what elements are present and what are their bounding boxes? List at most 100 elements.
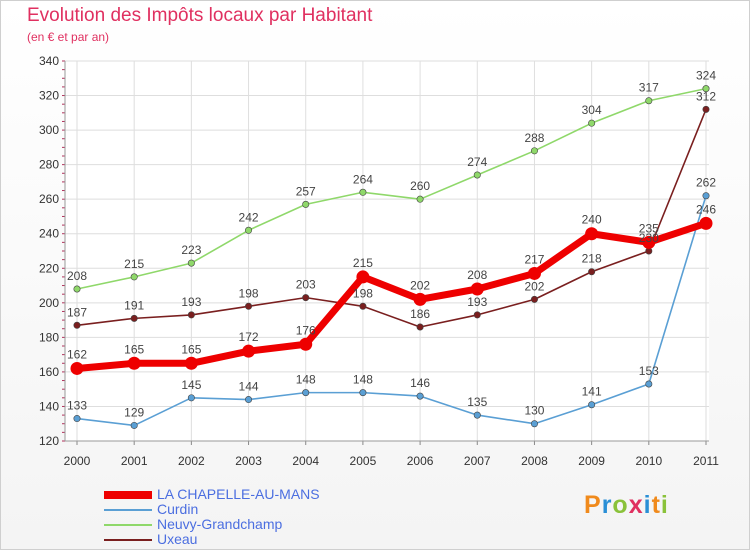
data-point (302, 294, 310, 302)
data-point (416, 323, 424, 331)
data-point (530, 147, 538, 155)
data-label: 146 (410, 376, 430, 390)
data-point (187, 394, 195, 402)
series-neuvy-grandchamp (73, 85, 710, 293)
data-label: 176 (296, 323, 316, 337)
data-label: 240 (582, 213, 602, 227)
data-label: 312 (696, 89, 716, 103)
y-tick-label: 280 (39, 158, 59, 172)
x-tick-label: 2008 (521, 454, 548, 468)
data-label: 260 (410, 179, 430, 193)
data-label: 203 (296, 278, 316, 292)
data-point (359, 188, 367, 196)
data-point (699, 216, 713, 230)
plot-area (65, 61, 709, 441)
data-point (184, 356, 198, 370)
data-label: 133 (67, 399, 87, 413)
data-point (645, 380, 653, 388)
data-label: 193 (181, 295, 201, 309)
data-point (527, 266, 541, 280)
series-line (76, 108, 707, 328)
x-tick-label: 2004 (292, 454, 319, 468)
data-label: 262 (696, 176, 716, 190)
y-tick-label: 200 (39, 296, 59, 310)
data-label: 186 (410, 307, 430, 321)
data-label: 193 (467, 295, 487, 309)
series-curdin (73, 192, 710, 429)
data-label: 274 (467, 155, 487, 169)
data-label: 215 (124, 257, 144, 271)
chart-subtitle: (en € et par an) (27, 30, 110, 44)
x-tick-label: 2006 (407, 454, 434, 468)
data-label: 246 (696, 202, 716, 216)
data-label: 165 (181, 342, 201, 356)
data-label: 208 (467, 268, 487, 282)
data-label: 304 (582, 103, 602, 117)
data-point (73, 285, 81, 293)
y-tick-label: 160 (39, 365, 59, 379)
data-label: 198 (353, 286, 373, 300)
data-label: 235 (639, 221, 659, 235)
x-tick-label: 2010 (635, 454, 662, 468)
data-label: 324 (696, 69, 716, 83)
data-label: 208 (67, 269, 87, 283)
legend-label: Neuvy-Grandchamp (157, 516, 283, 532)
data-point (245, 226, 253, 234)
data-point (645, 97, 653, 105)
data-label: 202 (410, 278, 430, 292)
data-label: 130 (524, 404, 544, 418)
data-label: 135 (467, 395, 487, 409)
legend-swatch (104, 509, 152, 511)
data-point (187, 259, 195, 267)
data-point (356, 270, 370, 284)
data-label: 217 (524, 252, 544, 266)
data-label: 141 (582, 385, 602, 399)
data-point (73, 415, 81, 423)
legend-label: LA CHAPELLE-AU-MANS (157, 486, 320, 502)
data-label: 218 (582, 252, 602, 266)
y-tick-label: 300 (39, 123, 59, 137)
y-tick-label: 260 (39, 192, 59, 206)
data-label: 215 (353, 256, 373, 270)
legend-swatch (104, 524, 152, 526)
data-label: 223 (181, 243, 201, 257)
data-label: 230 (639, 231, 659, 245)
data-point (187, 311, 195, 319)
x-tick-label: 2001 (121, 454, 148, 468)
data-point (359, 389, 367, 397)
data-point (470, 282, 484, 296)
x-tick-label: 2003 (235, 454, 262, 468)
y-tick-label: 220 (39, 261, 59, 275)
data-point (416, 392, 424, 400)
data-point (588, 401, 596, 409)
data-point (413, 292, 427, 306)
legend-label: Uxeau (157, 531, 198, 547)
data-point (245, 302, 253, 310)
data-label: 242 (239, 210, 259, 224)
x-tick-label: 2009 (578, 454, 605, 468)
x-tick-label: 2000 (64, 454, 91, 468)
data-point (127, 356, 141, 370)
data-point (702, 85, 710, 93)
data-point (130, 421, 138, 429)
data-label: 288 (524, 131, 544, 145)
data-label: 144 (239, 380, 259, 394)
series-line (76, 87, 707, 290)
data-label: 153 (639, 364, 659, 378)
data-point (588, 268, 596, 276)
x-tick-label: 2002 (178, 454, 205, 468)
y-tick-label: 180 (39, 330, 59, 344)
data-label: 257 (296, 184, 316, 198)
data-label: 198 (239, 286, 259, 300)
x-tick-label: 2007 (464, 454, 491, 468)
y-tick-label: 240 (39, 227, 59, 241)
series-uxeau (73, 105, 710, 331)
data-point (299, 337, 313, 351)
data-point (530, 295, 538, 303)
data-point (302, 200, 310, 208)
y-tick-label: 320 (39, 89, 59, 103)
y-tick-label: 140 (39, 399, 59, 413)
data-point (70, 361, 84, 375)
data-label: 317 (639, 81, 659, 95)
